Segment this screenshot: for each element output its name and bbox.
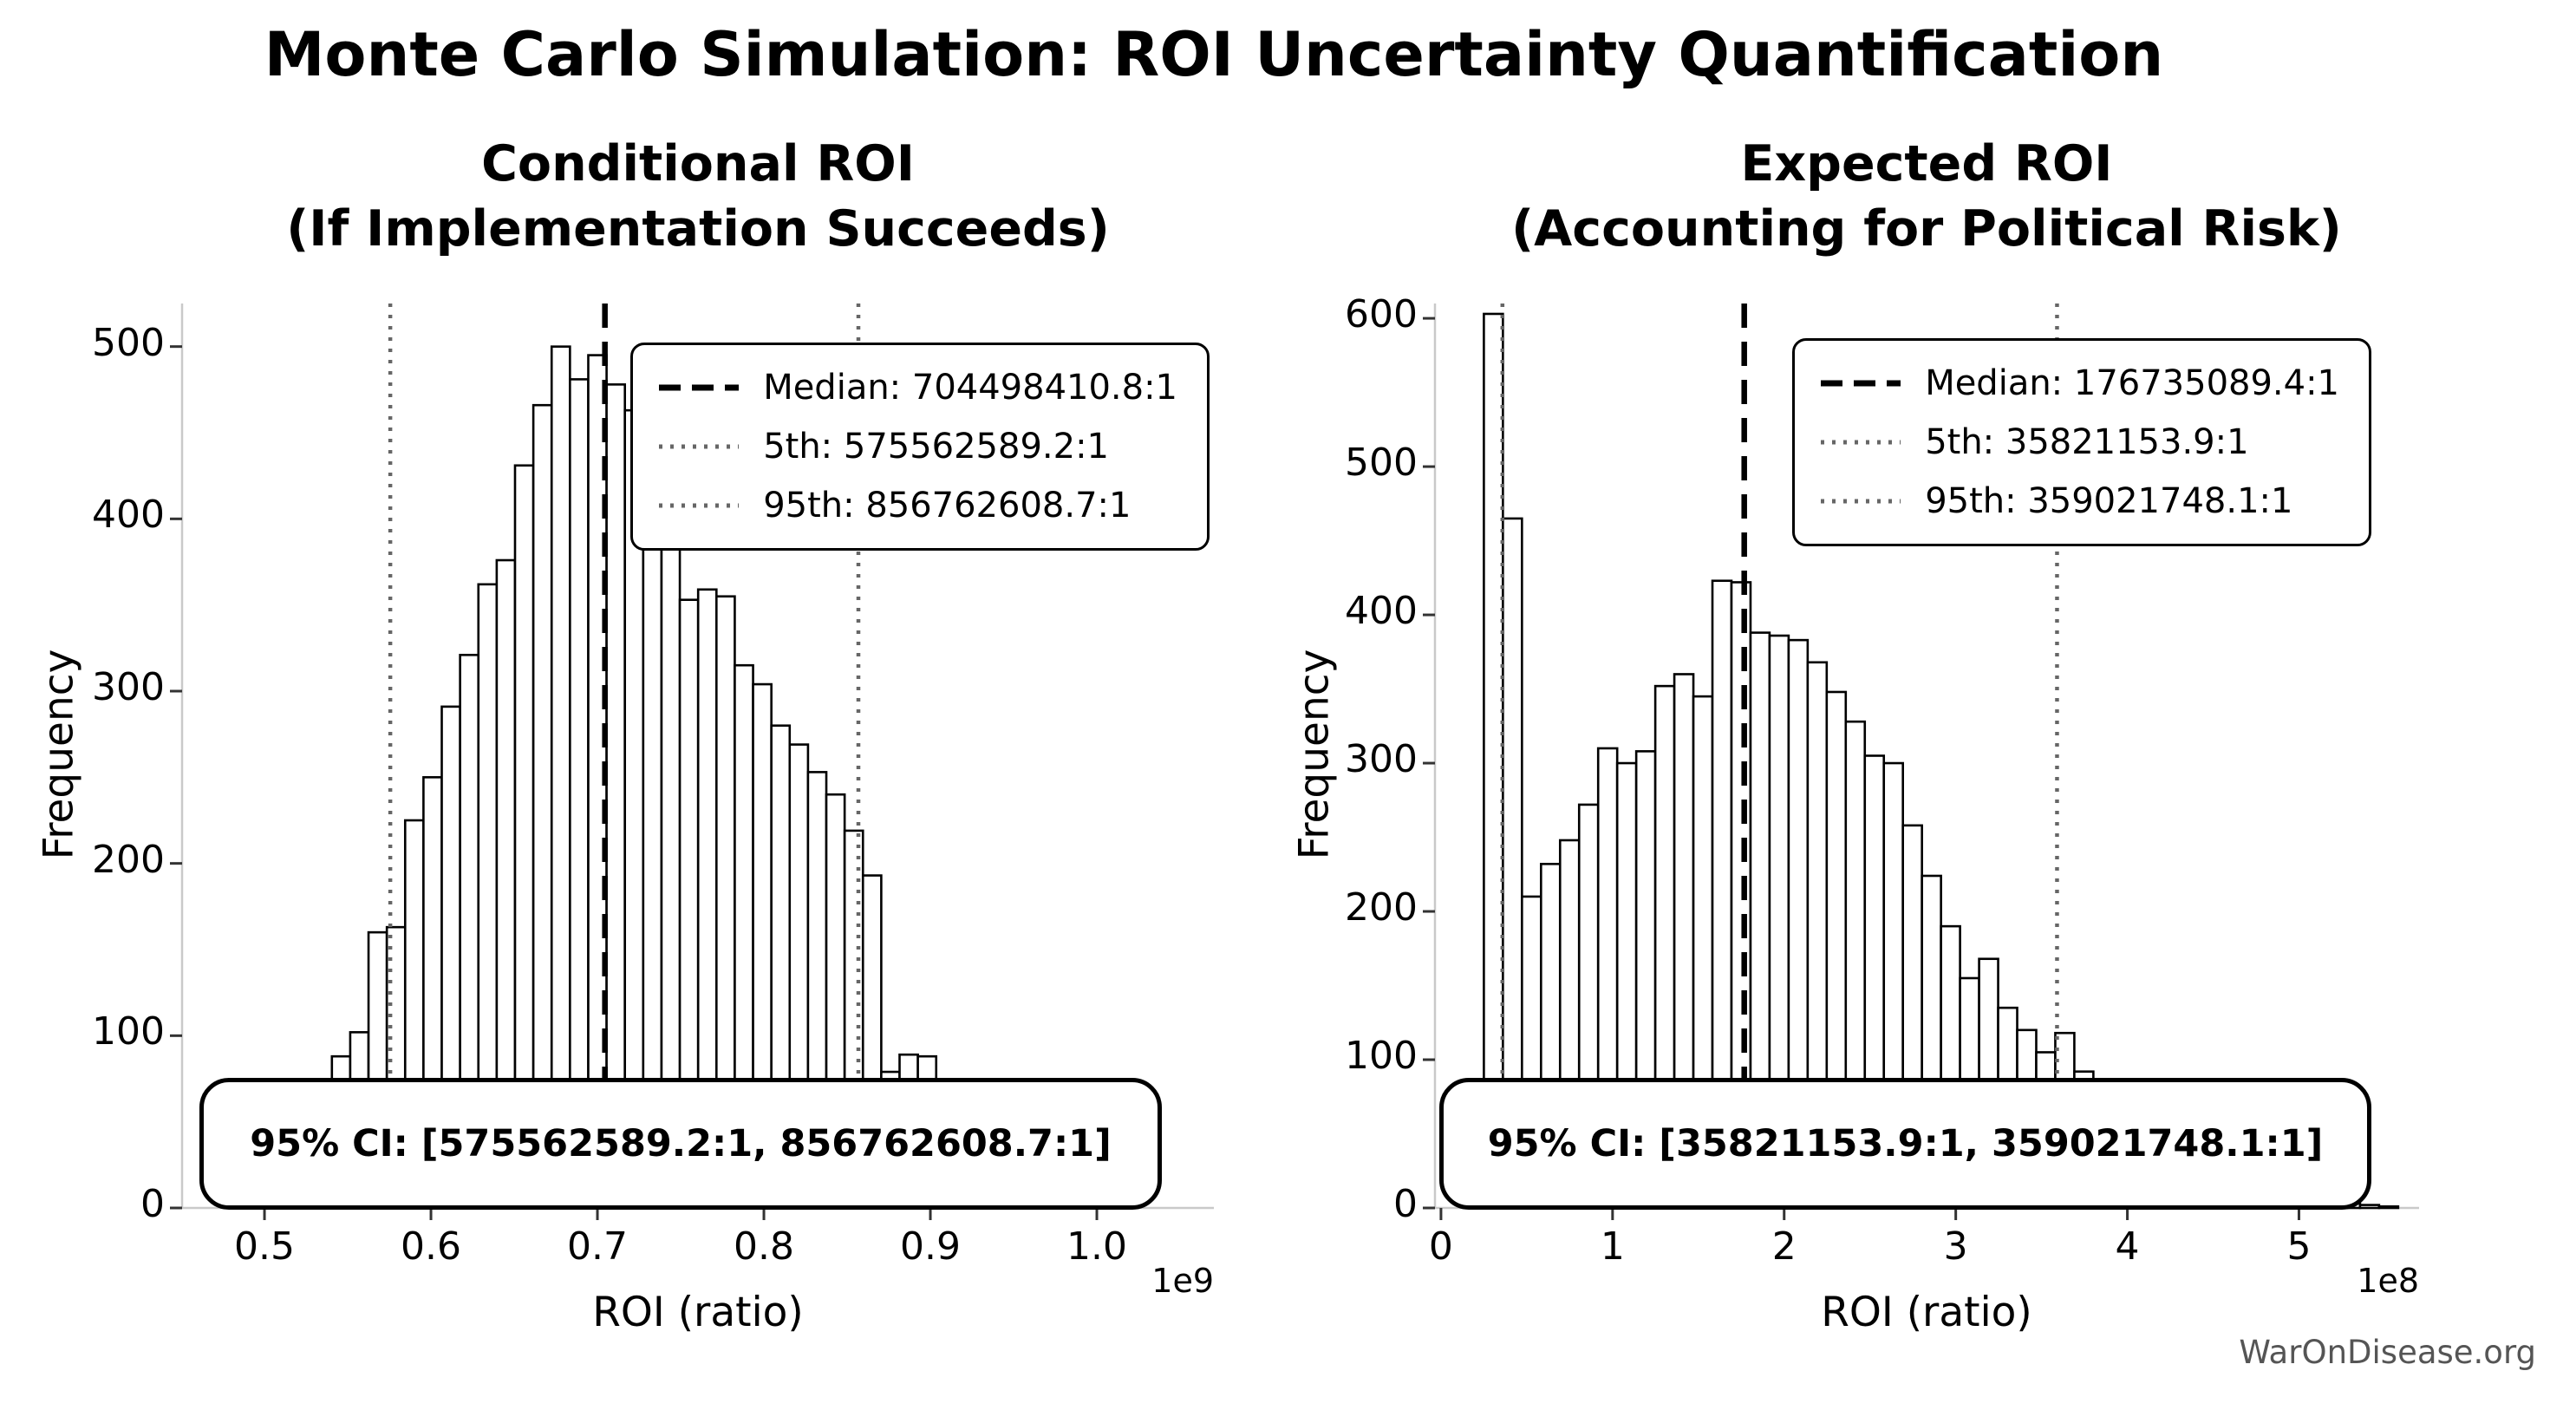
right-chart-legend: Median: 176735089.4:1 5th: 35821153.9:1 95… (1792, 338, 2371, 546)
x-tick-label: 0.8 (734, 1224, 794, 1269)
y-tick-label: 200 (92, 837, 165, 882)
x-tick-label: 5 (2286, 1224, 2312, 1269)
dotted-line-sample-icon (1821, 499, 1901, 504)
legend-row: 5th: 575562589.2:1 (657, 427, 1177, 467)
x-tick-label: 0 (1428, 1224, 1453, 1269)
dotted-line-sample-icon (1821, 440, 1901, 445)
y-tick-label: 300 (1345, 737, 1418, 782)
x-tick-label: 2 (1771, 1224, 1797, 1269)
left-chart-title-line1: Conditional ROI (481, 135, 915, 193)
y-tick-label: 200 (1345, 885, 1418, 930)
legend-label: 95th: 856762608.7:1 (763, 486, 1131, 525)
y-tick-label: 500 (92, 320, 165, 365)
legend-row: Median: 176735089.4:1 (1819, 363, 2339, 403)
left-confidence-interval-annotation: 95% CI: [575562589.2:1, 856762608.7:1] (199, 1078, 1162, 1210)
right-chart-title: Expected ROI (Accounting for Political R… (1511, 132, 2342, 262)
x-tick-label: 0.7 (567, 1224, 629, 1269)
x-tick-label: 1 (1600, 1224, 1625, 1269)
y-tick-label: 500 (1345, 441, 1418, 486)
x-tick-label: 3 (1943, 1224, 1968, 1269)
left-chart-title: Conditional ROI (If Implementation Succe… (286, 132, 1110, 262)
legend-label: 5th: 35821153.9:1 (1925, 422, 2249, 462)
right-x-axis-label: ROI (ratio) (1821, 1289, 2032, 1336)
legend-label: 5th: 575562589.2:1 (763, 427, 1109, 467)
left-x-axis-offset-text: 1e9 (1151, 1262, 1214, 1300)
histogram-bar (2377, 1204, 2400, 1210)
y-tick-label: 0 (140, 1182, 165, 1226)
x-tick-label: 1.0 (1066, 1224, 1127, 1269)
legend-label: Median: 704498410.8:1 (763, 368, 1177, 408)
x-tick-label: 4 (2115, 1224, 2140, 1269)
right-confidence-interval-annotation: 95% CI: [35821153.9:1, 359021748.1:1] (1439, 1078, 2371, 1210)
legend-label: Median: 176735089.4:1 (1925, 363, 2339, 403)
legend-label: 95th: 359021748.1:1 (1925, 481, 2293, 521)
y-tick-label: 100 (1345, 1034, 1418, 1079)
y-tick-label: 400 (92, 493, 165, 538)
x-tick-label: 0.9 (900, 1224, 961, 1269)
histogram-bar (1483, 312, 1504, 1210)
dashed-line-sample-icon (659, 384, 740, 391)
dashed-line-sample-icon (1821, 380, 1901, 387)
y-tick-label: 400 (1345, 589, 1418, 634)
legend-row: 5th: 35821153.9:1 (1819, 422, 2339, 462)
left-x-axis-label: ROI (ratio) (592, 1289, 804, 1336)
figure-title: Monte Carlo Simulation: ROI Uncertainty … (264, 19, 2164, 90)
y-tick-label: 0 (1393, 1182, 1418, 1226)
y-tick-label: 600 (1345, 292, 1418, 337)
legend-row: Median: 704498410.8:1 (657, 368, 1177, 408)
right-chart-title-line2: (Accounting for Political Risk) (1511, 200, 2342, 258)
legend-row: 95th: 359021748.1:1 (1819, 481, 2339, 521)
dotted-line-sample-icon (659, 444, 740, 449)
x-tick-label: 0.5 (234, 1224, 296, 1269)
x-tick-label: 0.6 (401, 1224, 462, 1269)
left-chart-legend: Median: 704498410.8:1 5th: 575562589.2:1 9… (630, 343, 1210, 551)
legend-row: 95th: 856762608.7:1 (657, 486, 1177, 525)
right-x-axis-offset-text: 1e8 (2357, 1262, 2419, 1300)
y-tick-label: 300 (92, 665, 165, 709)
left-chart-title-line2: (If Implementation Succeeds) (286, 200, 1110, 258)
dotted-line-sample-icon (659, 503, 740, 508)
y-tick-label: 100 (92, 1009, 165, 1054)
histogram-bar (2358, 1204, 2381, 1210)
watermark-text: WarOnDisease.org (2239, 1334, 2536, 1371)
right-chart-title-line1: Expected ROI (1740, 135, 2113, 193)
